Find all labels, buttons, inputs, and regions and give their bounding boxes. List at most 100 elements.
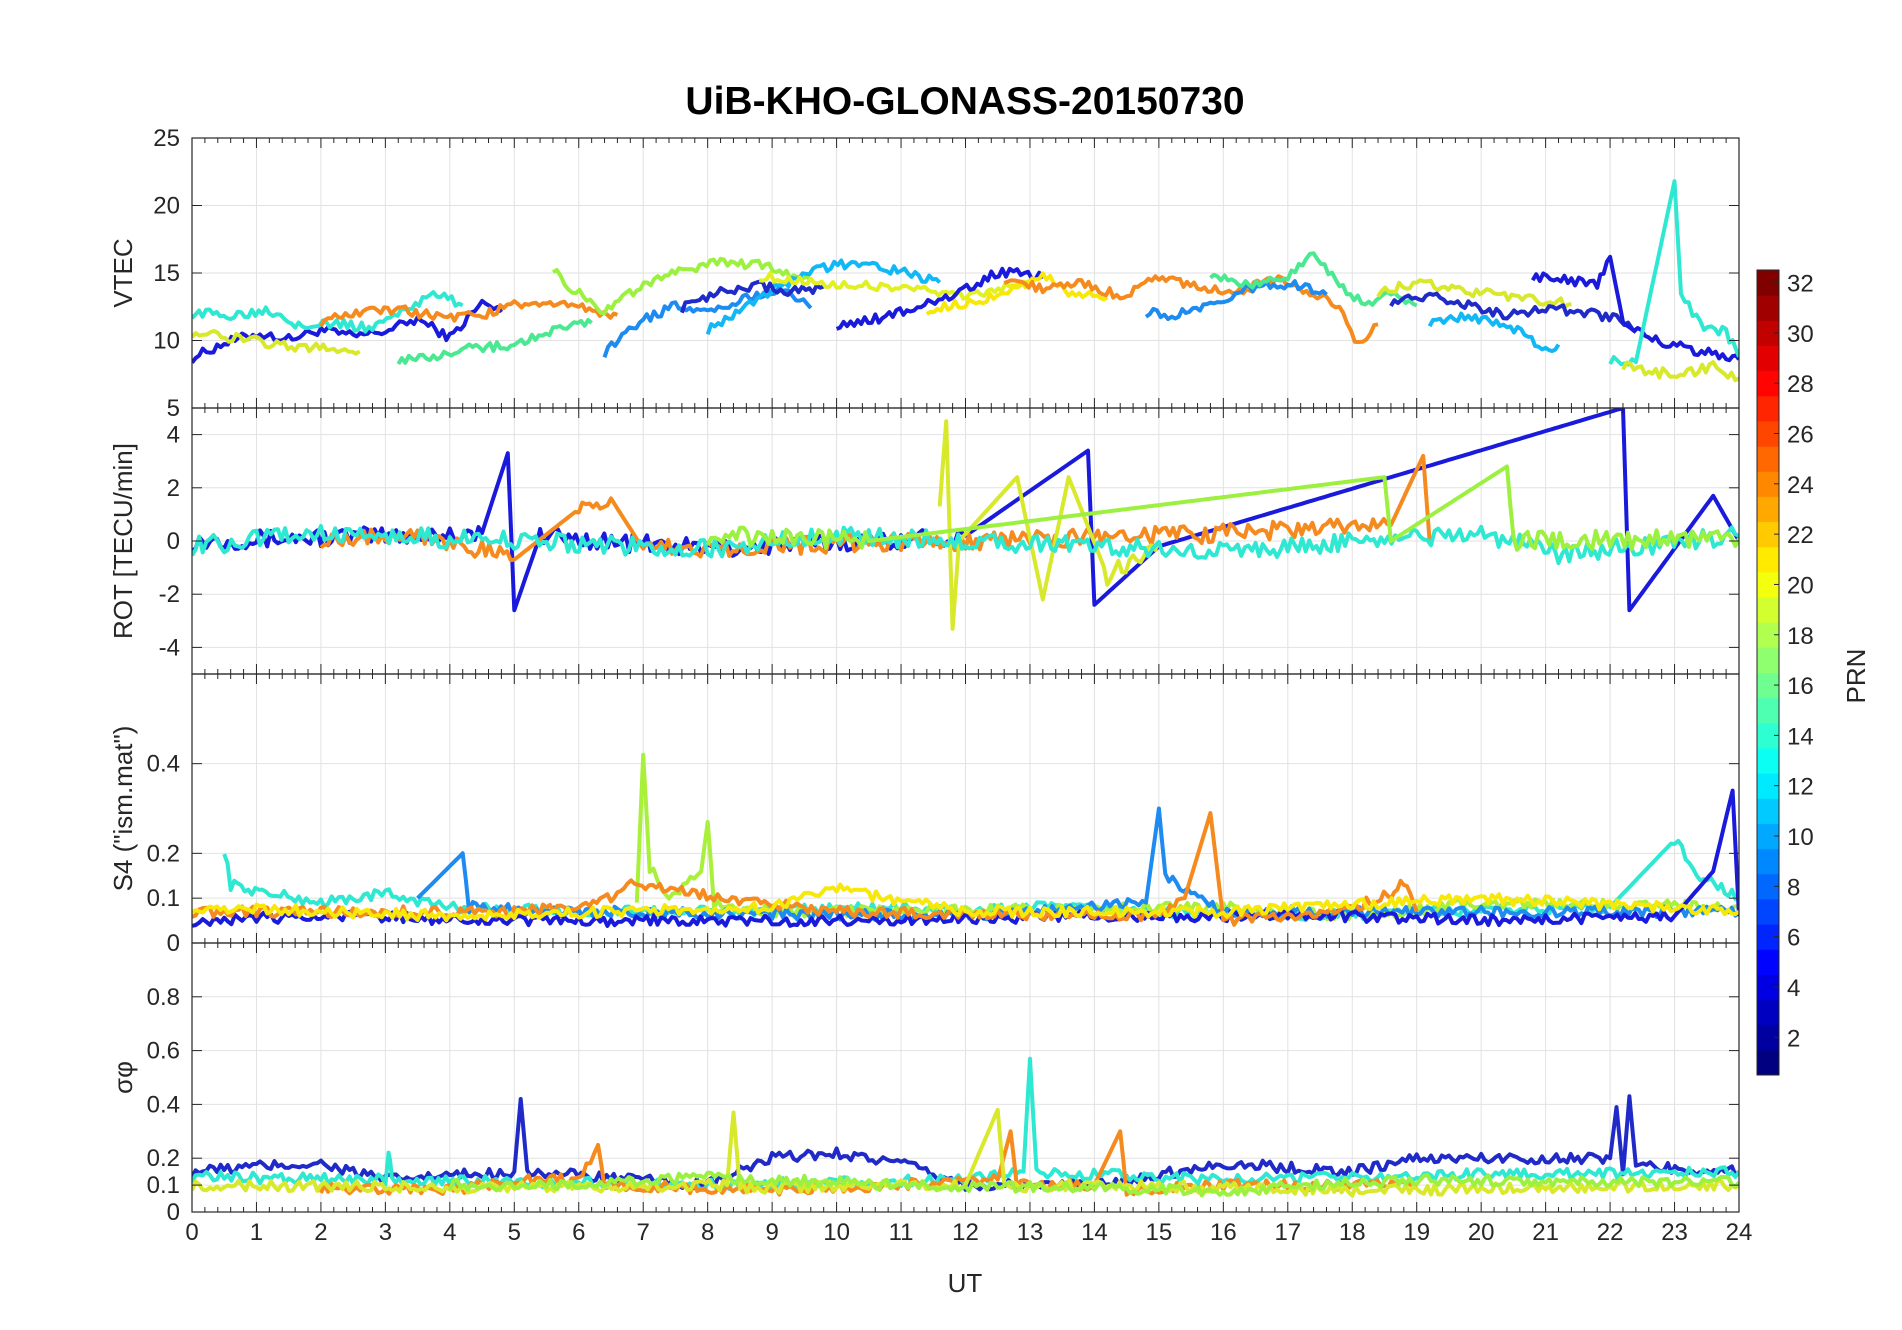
colorbar-segment (1757, 295, 1779, 321)
x-tick-label: 10 (823, 1219, 850, 1246)
x-tick-label: 23 (1661, 1219, 1688, 1246)
colorbar-segment (1757, 420, 1779, 447)
series-line-6 (192, 882, 1739, 923)
x-axis-label: UT (948, 1268, 983, 1298)
y-tick-label: 0 (167, 528, 180, 555)
x-tick-label: 8 (701, 1219, 714, 1246)
panel-2: -4 -2 0 2 4 ROT [TECU/min] (108, 407, 1740, 675)
x-tick-label: 7 (637, 1219, 650, 1246)
series-line-10 (758, 271, 1031, 301)
colorbar-segment (1757, 496, 1779, 523)
series-line-3 (937, 419, 1161, 631)
colorbar-segment (1757, 471, 1779, 497)
y-tick-label: 0 (167, 930, 180, 957)
y-tick-label: 25 (153, 125, 180, 152)
x-tick-label: 16 (1210, 1219, 1237, 1246)
y-axis-label: σφ (108, 1061, 138, 1094)
y-tick-label: 0.4 (147, 1091, 180, 1118)
y-tick-label: -4 (159, 634, 180, 661)
series-line-9 (680, 279, 825, 314)
series-line-4 (319, 299, 619, 328)
series-line-19 (1530, 254, 1739, 363)
series-line-4 (192, 788, 1739, 928)
colorbar-segment (1757, 622, 1779, 648)
colorbar-segment (1757, 521, 1779, 548)
colorbar-segment (1757, 1049, 1779, 1076)
colorbar-tick-label: 10 (1787, 824, 1814, 851)
colorbar-tick-label: 16 (1787, 673, 1814, 700)
colorbar-segment (1757, 672, 1779, 699)
colorbar-tick-label: 6 (1787, 925, 1800, 952)
colorbar-tick-label: 32 (1787, 271, 1814, 298)
y-tick-label: 0 (167, 1199, 180, 1226)
x-tick-label: 12 (952, 1219, 979, 1246)
series-line-1 (192, 298, 503, 364)
colorbar-segment (1757, 647, 1779, 673)
y-tick-label: 0.1 (147, 1172, 180, 1199)
y-tick-label: 0.4 (147, 751, 180, 778)
x-tick-label: 20 (1468, 1219, 1495, 1246)
colorbar-segment (1757, 446, 1779, 472)
y-tick-label: 4 (167, 422, 180, 449)
x-tick-label: 19 (1403, 1219, 1430, 1246)
series-line-20 (1608, 179, 1739, 367)
colorbar-segment (1757, 873, 1779, 900)
colorbar-segment (1757, 370, 1779, 397)
series-line-18 (1427, 311, 1561, 354)
y-tick-label: 0.6 (147, 1038, 180, 1065)
colorbar-segment (1757, 999, 1779, 1026)
series-line-15 (1209, 251, 1418, 308)
x-tick-label: 4 (443, 1219, 456, 1246)
panel-1: 5 10 15 20 25 VTEC (108, 125, 1740, 422)
x-tick-label: 1 (250, 1219, 263, 1246)
colorbar-segment (1757, 1024, 1779, 1051)
colorbar-tick-label: 14 (1787, 723, 1814, 750)
y-tick-label: 0.8 (147, 984, 180, 1011)
colorbar-segment (1757, 270, 1779, 296)
colorbar-tick-label: 20 (1787, 572, 1814, 599)
y-tick-label: 5 (167, 395, 180, 422)
series-line-13 (1003, 274, 1379, 344)
series-line-5 (705, 464, 1739, 552)
colorbar-segment (1757, 345, 1779, 372)
colorbar-segment (1757, 722, 1779, 749)
colorbar-segment (1757, 974, 1779, 1001)
y-axis-label: S4 ("ism.mat") (108, 726, 138, 892)
series-group (192, 1056, 1739, 1198)
colorbar-segment (1757, 773, 1779, 799)
colorbar-segment (1757, 949, 1779, 975)
series-line-5 (396, 318, 593, 366)
colorbar-tick-label: 26 (1787, 422, 1814, 449)
x-tick-label: 9 (765, 1219, 778, 1246)
colorbar-tick-label: 4 (1787, 975, 1800, 1002)
colorbar-segment (1757, 571, 1779, 598)
x-tick-label: 24 (1726, 1219, 1753, 1246)
colorbar-segment (1757, 898, 1779, 925)
x-tick-label: 3 (379, 1219, 392, 1246)
x-tick-label: 22 (1597, 1219, 1624, 1246)
series-line-11 (835, 266, 1045, 331)
series-group (192, 408, 1739, 631)
series-line-8 (705, 258, 942, 335)
y-tick-label: 0.2 (147, 1145, 180, 1172)
y-tick-label: 10 (153, 328, 180, 355)
colorbar-tick-label: 12 (1787, 774, 1814, 801)
y-tick-label: 0.1 (147, 885, 180, 912)
series-line-14 (1144, 279, 1328, 322)
y-tick-label: 20 (153, 193, 180, 220)
y-tick-label: -2 (159, 581, 180, 608)
colorbar-segment (1757, 798, 1779, 824)
x-tick-label: 14 (1081, 1219, 1108, 1246)
colorbar-segment (1757, 395, 1779, 422)
series-line-3 (192, 328, 361, 356)
colorbar-segment (1757, 848, 1779, 875)
series-line-12 (925, 271, 1109, 316)
y-tick-label: 2 (167, 475, 180, 502)
series-line-4 (192, 524, 1739, 566)
series-line-17 (1389, 291, 1638, 334)
series-line-5 (192, 811, 1419, 927)
series-line-5 (447, 1170, 1739, 1198)
colorbar-tick-label: 28 (1787, 371, 1814, 398)
x-tick-label: 6 (572, 1219, 585, 1246)
